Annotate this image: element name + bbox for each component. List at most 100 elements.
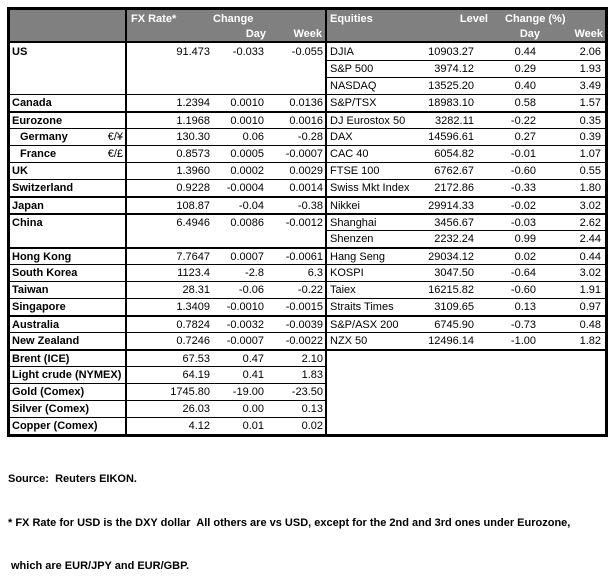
fx-rate-cell: 1.2394 bbox=[176, 97, 210, 109]
equity-week-change-cell: 0.44 bbox=[579, 250, 601, 263]
fx-row-half: France €/£ 0.8573 0.0005 -0.0007 bbox=[10, 145, 327, 162]
fx-row-half: Taiwan 28.31 -0.06 -0.22 bbox=[10, 281, 327, 298]
fx-day-change-cell: 0.06 bbox=[242, 131, 264, 143]
fx-row-half: Singapore 1.3409 -0.0010 -0.0015 bbox=[10, 298, 327, 315]
equity-level-cell bbox=[421, 351, 476, 366]
equity-week-change-cell: 0.97 bbox=[579, 301, 601, 313]
equity-week-change-cell: 1.57 bbox=[579, 97, 601, 109]
fx-day-change-cell bbox=[212, 77, 266, 94]
fx-day-change-cell: 0.0086 bbox=[230, 216, 264, 229]
fx-week-change-cell: -0.22 bbox=[297, 284, 323, 296]
level-header: Level bbox=[459, 13, 488, 25]
fx-week-change-cell: 0.0014 bbox=[289, 182, 323, 194]
equity-index-name: S&P/ASX 200 bbox=[330, 318, 399, 331]
fx-label-cell: Hong Kong bbox=[10, 249, 127, 264]
equity-level-cell: 3282.11 bbox=[435, 114, 474, 127]
equity-index-name: CAC 40 bbox=[330, 148, 369, 160]
header-corner-cell bbox=[10, 10, 127, 41]
table-row: Copper (Comex) 4.12 0.01 0.02 bbox=[10, 417, 605, 434]
equity-day-change-cell bbox=[476, 400, 538, 417]
fx-week-change-cell: 0.13 bbox=[301, 403, 323, 415]
fx-label-cell: France €/£ bbox=[10, 146, 127, 162]
equity-row-half: DJIA 10903.27 0.44 2.06 bbox=[327, 43, 605, 60]
equity-day-change-cell: -0.64 bbox=[510, 267, 536, 279]
equity-level-cell: 2232.24 bbox=[434, 233, 474, 245]
fx-country-label: Germany bbox=[20, 131, 68, 143]
equity-week-change-cell: 1.80 bbox=[579, 182, 601, 194]
fx-label-cell: South Korea bbox=[10, 265, 127, 281]
equity-level-cell: 29034.12 bbox=[428, 250, 474, 263]
equity-day-change-cell: -0.60 bbox=[510, 165, 536, 177]
fx-day-change-cell: 0.0007 bbox=[230, 250, 264, 263]
fx-pair-label: €/£ bbox=[107, 148, 123, 160]
equity-day-change-cell: -1.00 bbox=[510, 335, 536, 347]
equity-week-change-cell bbox=[538, 383, 603, 400]
fx-label-cell: China bbox=[10, 215, 127, 230]
fx-rate-cell bbox=[127, 60, 212, 77]
fx-day-change-cell: -0.04 bbox=[238, 199, 264, 212]
fx-week-change-cell: 1.83 bbox=[301, 369, 323, 381]
equity-row-half: NASDAQ 13525.20 0.40 3.49 bbox=[327, 77, 605, 94]
fx-label-cell: Singapore bbox=[10, 299, 127, 315]
equity-day-change-cell: 0.02 bbox=[514, 250, 536, 263]
equity-level-cell: 10903.27 bbox=[428, 45, 474, 58]
equity-level-cell: 12496.14 bbox=[428, 335, 474, 347]
fx-label-cell: Japan bbox=[10, 198, 127, 213]
fx-country-label: Singapore bbox=[12, 301, 66, 313]
fx-day-change-cell: 0.0010 bbox=[230, 97, 264, 109]
equity-level-cell: 6745.90 bbox=[434, 318, 474, 331]
equity-index-name bbox=[327, 383, 421, 400]
fx-day-change-cell: 0.00 bbox=[242, 403, 264, 415]
table-row: Australia 0.7824 -0.0032 -0.0039 S&P/ASX 200… bbox=[10, 315, 605, 332]
equity-index-name: Shanghai bbox=[330, 216, 377, 229]
equity-level-cell bbox=[421, 417, 476, 434]
equity-level-cell: 3974.12 bbox=[434, 63, 474, 75]
fx-day-change-cell: -19.00 bbox=[232, 386, 264, 398]
fx-day-change-cell: 0.41 bbox=[242, 369, 264, 381]
fx-row-half: Gold (Comex) 1745.80 -19.00 -23.50 bbox=[10, 383, 327, 400]
equity-week-change-cell: 1.91 bbox=[579, 284, 601, 296]
equity-day-change-cell bbox=[476, 366, 538, 383]
equity-week-change-cell bbox=[538, 417, 603, 434]
equity-index-name: DJ Eurostox 50 bbox=[330, 114, 406, 127]
table-row: S&P 500 3974.12 0.29 1.93 bbox=[10, 60, 605, 77]
equity-week-change-cell: 2.62 bbox=[579, 216, 601, 229]
fx-label-cell bbox=[10, 230, 127, 247]
change-pct-header: Change (%) bbox=[505, 13, 566, 25]
fx-week-change-cell bbox=[266, 77, 325, 94]
equity-level-cell: 3456.67 bbox=[434, 216, 474, 229]
equity-index-name: Hang Seng bbox=[330, 250, 386, 263]
equity-row-half bbox=[327, 383, 605, 400]
equity-day-change-cell: 0.99 bbox=[514, 233, 536, 245]
equity-row-half: S&P 500 3974.12 0.29 1.93 bbox=[327, 60, 605, 77]
fx-country-label: New Zealand bbox=[12, 335, 80, 347]
fx-day-change-cell: -2.8 bbox=[245, 267, 264, 279]
equity-level-cell: 14596.61 bbox=[428, 131, 474, 143]
fx-equities-table: FX Rate* Change Day Week Equities Level … bbox=[7, 7, 608, 437]
equity-day-change-cell: 0.40 bbox=[514, 80, 536, 92]
fx-week-change-cell: 2.10 bbox=[301, 352, 323, 365]
fx-country-label: US bbox=[12, 45, 28, 58]
table-row: Silver (Comex) 26.03 0.00 0.13 bbox=[10, 400, 605, 417]
fx-label-cell bbox=[10, 60, 127, 77]
fx-row-half: Canada 1.2394 0.0010 0.0136 bbox=[10, 94, 327, 111]
equity-week-change-cell: 0.39 bbox=[579, 131, 601, 143]
fx-label-cell: New Zealand bbox=[10, 333, 127, 349]
fx-row-half: UK 1.3960 0.0002 0.0029 bbox=[10, 162, 327, 179]
fx-label-cell: Silver (Comex) bbox=[10, 401, 127, 417]
fx-label-cell: Taiwan bbox=[10, 282, 127, 298]
fx-label-cell: Copper (Comex) bbox=[10, 418, 127, 434]
fx-day-change-cell: -0.06 bbox=[238, 284, 264, 296]
equity-row-half: DJ Eurostox 50 3282.11 -0.22 0.35 bbox=[327, 111, 605, 128]
fx-rate-cell: 1.3960 bbox=[176, 165, 210, 177]
equity-index-name: S&P/TSX bbox=[330, 97, 377, 109]
fx-rate-cell: 28.31 bbox=[182, 284, 210, 296]
equity-index-name: Straits Times bbox=[330, 301, 394, 313]
fx-day-change-cell: -0.0032 bbox=[226, 318, 264, 331]
fx-label-cell: Gold (Comex) bbox=[10, 384, 127, 400]
fx-row-half: Switzerland 0.9228 -0.0004 0.0014 bbox=[10, 179, 327, 196]
equity-level-cell: 16215.82 bbox=[428, 284, 474, 296]
equity-week-change-cell: 2.44 bbox=[579, 233, 601, 245]
fx-day-change-cell bbox=[212, 60, 266, 77]
fx-label-cell: Australia bbox=[10, 317, 127, 332]
